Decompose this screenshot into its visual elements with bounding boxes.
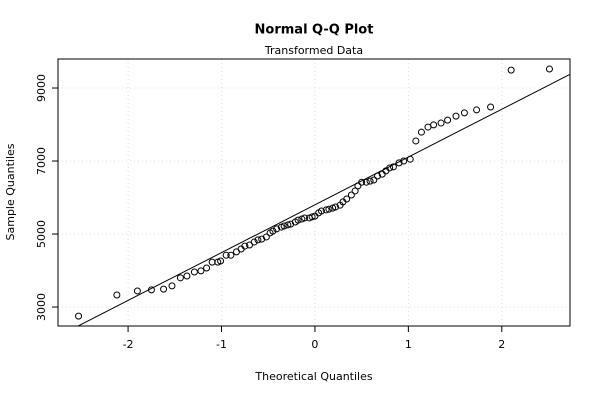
data-point [343,195,351,203]
x-tick-label: 2 [498,338,505,351]
data-point [227,251,235,259]
data-point [176,274,184,282]
data-point [250,238,258,246]
y-tick-label: 3000 [35,293,48,321]
data-point [473,106,481,114]
x-tick-label: -2 [123,338,134,351]
data-point [347,191,355,199]
data-point [294,216,302,224]
y-tick-label: 5000 [35,220,48,248]
data-point [168,282,176,290]
data-point [452,112,460,120]
plot-frame [57,58,571,327]
data-point [354,182,362,190]
data-point [301,214,309,222]
data-point [358,178,366,186]
data-point [254,236,262,244]
data-point [160,285,168,293]
x-tick-label: 1 [405,338,412,351]
y-tick-label: 9000 [35,74,48,102]
data-point [424,123,432,131]
data-point [406,155,414,163]
data-point [395,159,403,167]
data-point [487,103,495,111]
data-point [460,109,468,117]
y-axis-label: Sample Quantiles [4,143,17,240]
data-point [183,272,191,280]
data-point [317,207,325,215]
data-point [351,187,359,195]
data-point [308,213,316,221]
data-point [75,312,83,320]
data-point [222,251,230,259]
data-point [370,176,378,184]
x-tick-label: 0 [311,338,318,351]
data-point [197,267,205,275]
data-point [262,233,270,241]
data-point [217,257,225,265]
data-point [273,225,281,233]
data-point [386,164,394,172]
data-point [280,222,288,230]
data-point [147,286,155,294]
data-point [208,258,216,266]
chart-subtitle: Transformed Data [264,44,363,57]
chart-title: Normal Q-Q Plot [255,23,374,38]
data-point [417,128,425,136]
data-point [389,163,397,171]
data-point [133,287,141,295]
data-point [331,203,339,211]
data-point [269,227,277,235]
data-point [437,119,445,127]
data-point [190,268,198,276]
data-point [203,264,211,272]
data-point [444,116,452,124]
data-point [366,177,374,185]
data-point [412,137,420,145]
data-point [507,66,515,74]
data-point [400,157,408,165]
data-point [545,65,553,73]
x-tick-label: -1 [216,338,227,351]
data-point [362,178,370,186]
data-point [241,242,249,250]
x-axis-label: Theoretical Quantiles [254,370,372,383]
data-point [322,206,330,214]
data-point [325,205,333,213]
data-point [113,291,121,299]
y-tick-label: 7000 [35,147,48,175]
reference-line [77,73,570,326]
data-point [284,221,292,229]
data-point [430,121,438,129]
data-point [374,172,382,180]
